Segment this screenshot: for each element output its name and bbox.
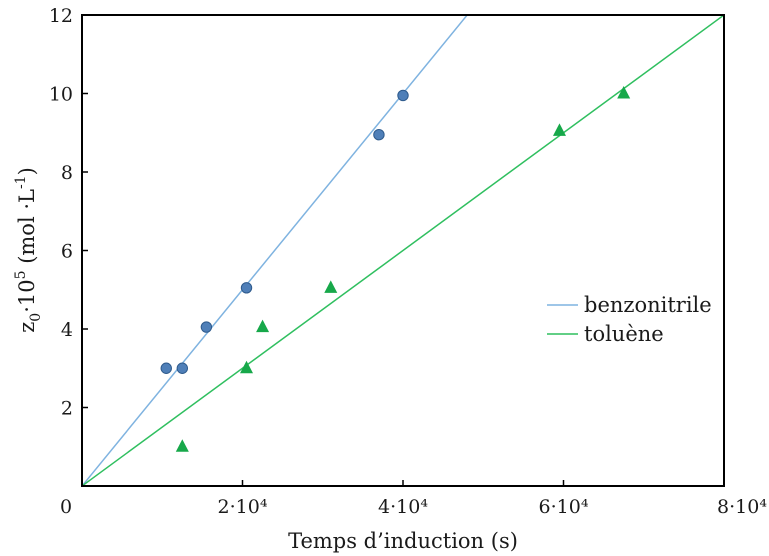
fit-line-toluene bbox=[82, 15, 724, 486]
y-axis-exponent: 5 bbox=[13, 270, 29, 279]
axis-ticks: 0 2·10⁴ 4·10⁴ 6·10⁴ 8·10⁴ 2 4 6 8 10 12 bbox=[49, 5, 768, 518]
svg-text:z0·105 (mol ·L-1): z0·105 (mol ·L-1) bbox=[13, 167, 44, 333]
toluene-point-3 bbox=[256, 319, 270, 333]
data-markers bbox=[160, 86, 631, 452]
toluene-point-1 bbox=[175, 439, 189, 452]
y-tick-label: 2 bbox=[61, 398, 73, 420]
benzonitrile-point-4 bbox=[240, 282, 253, 294]
toluene-point-4 bbox=[324, 280, 338, 293]
benzonitrile-point-6 bbox=[397, 89, 409, 102]
y-axis-title: z0·105 (mol ·L-1) bbox=[13, 167, 44, 333]
legend-label-toluene: toluène bbox=[584, 322, 664, 346]
y-axis-subscript: 0 bbox=[28, 313, 44, 322]
y-axis-unit-exponent: -1 bbox=[13, 175, 29, 189]
x-axis-title: Temps d’induction (s) bbox=[288, 529, 518, 553]
benzonitrile-point-5 bbox=[373, 129, 385, 141]
benzonitrile-point-1 bbox=[160, 362, 172, 374]
fit-line-benzonitrile bbox=[82, 15, 469, 486]
y-tick-label: 6 bbox=[61, 241, 73, 263]
x-tick-label: 6·10⁴ bbox=[539, 496, 589, 518]
x-tick-label: 8·10⁴ bbox=[717, 496, 767, 518]
legend-label-benzonitrile: benzonitrile bbox=[584, 293, 712, 317]
y-tick-label: 4 bbox=[61, 319, 73, 341]
benzonitrile-point-2 bbox=[176, 362, 189, 374]
y-tick-label: 12 bbox=[49, 5, 73, 27]
fit-lines bbox=[82, 15, 724, 486]
toluene-point-2 bbox=[240, 360, 254, 374]
benzonitrile-point-3 bbox=[200, 321, 213, 333]
legend: benzonitrile toluène bbox=[547, 293, 712, 346]
toluene-point-5 bbox=[552, 123, 566, 136]
x-tick-label: 4·10⁴ bbox=[378, 496, 428, 518]
x-tick-label: 0 bbox=[60, 496, 72, 518]
toluene-point-6 bbox=[617, 86, 631, 99]
y-tick-label: 10 bbox=[49, 84, 73, 106]
y-tick-label: 8 bbox=[61, 162, 73, 184]
x-tick-label: 2·10⁴ bbox=[218, 496, 268, 518]
